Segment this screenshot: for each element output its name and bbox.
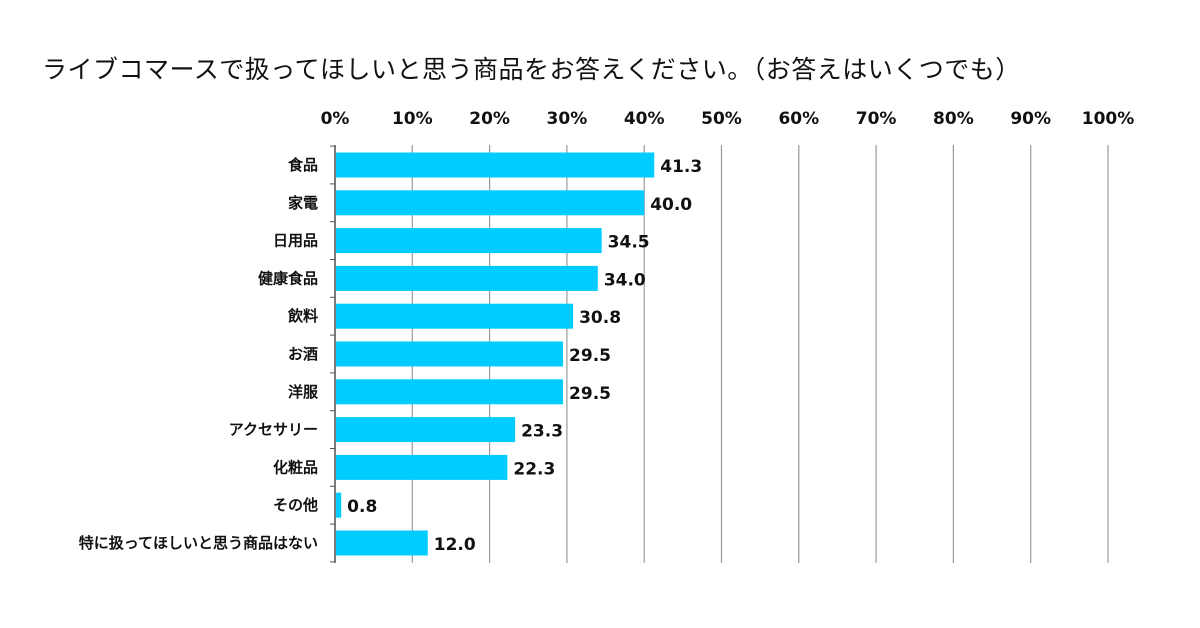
- bar-9: [336, 492, 342, 518]
- bar-1: [336, 190, 645, 216]
- bar-5: [336, 341, 564, 367]
- category-label-6: 洋服: [288, 383, 319, 401]
- category-label-1: 家電: [288, 194, 318, 212]
- x-tick-label-80: 80%: [933, 109, 974, 129]
- data-label-3: 34.0: [604, 270, 646, 290]
- data-label-7: 23.3: [521, 422, 563, 442]
- bar-8: [336, 454, 508, 480]
- data-label-2: 34.5: [608, 233, 650, 253]
- category-label-8: 化粧品: [273, 458, 318, 476]
- bar-2: [336, 228, 602, 254]
- data-label-5: 29.5: [569, 346, 611, 366]
- category-label-4: 飲料: [287, 307, 318, 325]
- x-tick-label-100: 100%: [1082, 109, 1135, 129]
- x-tick-label-0: 0%: [321, 109, 350, 129]
- category-label-3: 健康食品: [258, 269, 318, 287]
- x-tick-label-30: 30%: [547, 109, 588, 129]
- data-label-10: 12.0: [434, 535, 476, 555]
- x-tick-label-70: 70%: [856, 109, 897, 129]
- data-label-6: 29.5: [569, 384, 611, 404]
- category-label-0: 食品: [288, 156, 318, 174]
- x-tick-label-50: 50%: [701, 109, 742, 129]
- category-label-2: 日用品: [273, 232, 318, 250]
- x-tick-label-20: 20%: [469, 109, 510, 129]
- bar-3: [336, 265, 598, 291]
- x-tick-label-60: 60%: [778, 109, 819, 129]
- category-label-9: その他: [273, 496, 318, 514]
- data-label-9: 0.8: [347, 497, 377, 517]
- chart-title: ライブコマースで扱ってほしいと思う商品をお答えください。（お答えはいくつでも）: [42, 55, 1021, 84]
- data-label-1: 40.0: [650, 195, 692, 215]
- bar-4: [336, 303, 574, 329]
- data-label-8: 22.3: [513, 459, 555, 479]
- x-tick-label-10: 10%: [392, 109, 433, 129]
- category-label-5: お酒: [288, 345, 318, 363]
- bar-7: [336, 417, 516, 443]
- bar-10: [336, 530, 428, 556]
- x-tick-label-40: 40%: [624, 109, 665, 129]
- category-label-7: アクセサリー: [229, 421, 318, 439]
- data-label-0: 41.3: [660, 157, 702, 177]
- data-label-4: 30.8: [579, 308, 621, 328]
- x-tick-label-90: 90%: [1010, 109, 1051, 129]
- bar-6: [336, 379, 564, 405]
- bar-0: [336, 152, 655, 178]
- category-label-10: 特に扱ってほしいと思う商品はない: [79, 534, 318, 552]
